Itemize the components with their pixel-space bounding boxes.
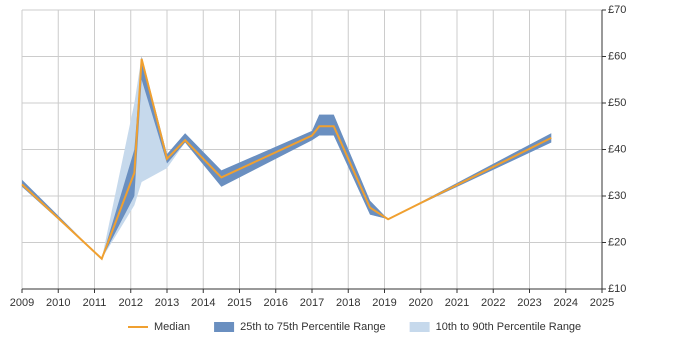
x-tick-label: 2016	[264, 297, 288, 309]
x-tick-label: 2025	[590, 297, 614, 309]
x-tick-label: 2019	[372, 297, 396, 309]
x-tick-label: 2012	[119, 297, 143, 309]
x-tick-label: 2023	[517, 297, 541, 309]
y-tick-label: £10	[608, 283, 626, 295]
x-tick-label: 2014	[191, 297, 215, 309]
y-tick-label: £50	[608, 97, 626, 109]
median-line	[21, 58, 552, 261]
x-tick-label: 2013	[155, 297, 179, 309]
y-tick-label: £60	[608, 50, 626, 62]
y-tick-label: £70	[608, 4, 626, 16]
x-tick-label: 2010	[46, 297, 70, 309]
y-tick-label: £20	[608, 236, 626, 248]
range-area	[22, 56, 552, 259]
x-tick-label: 2022	[481, 297, 505, 309]
range-area	[22, 56, 552, 259]
legend-swatch	[409, 322, 430, 332]
x-tick-label: 2018	[336, 297, 360, 309]
x-tick-label: 2024	[554, 297, 578, 309]
y-tick-label: £40	[608, 143, 626, 155]
x-tick-label: 2020	[409, 297, 433, 309]
legend-label: Median	[154, 321, 190, 333]
x-tick-label: 2017	[300, 297, 324, 309]
x-tick-label: 2015	[227, 297, 251, 309]
legend-swatch	[214, 322, 235, 332]
legend-label: 25th to 75th Percentile Range	[240, 321, 386, 333]
x-tick-label: 2021	[445, 297, 469, 309]
x-tick-label: 2009	[10, 297, 34, 309]
y-tick-label: £30	[608, 190, 626, 202]
legend-label: 10th to 90th Percentile Range	[436, 321, 582, 333]
x-tick-label: 2011	[83, 297, 107, 309]
